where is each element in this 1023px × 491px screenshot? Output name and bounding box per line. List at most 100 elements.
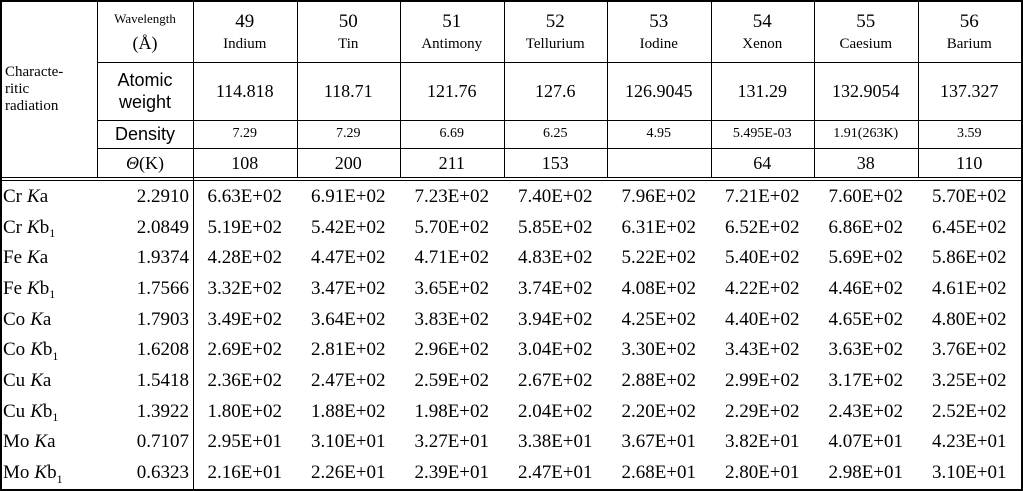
value: 4.80E+02 [918,304,1022,335]
header-line: (Å) [133,34,158,52]
element-name: Tellurium [525,36,585,52]
header-line: 50 [339,12,358,31]
value: 4.40E+02 [711,304,815,335]
atomic-weight: 126.9045 [607,62,711,120]
value: 3.38E+01 [504,427,608,458]
cell-text: 5.495E-03 [732,126,792,141]
cell-text: 2.20E+02 [621,400,697,422]
value: 4.71E+02 [400,242,504,273]
cell-text: 1.6208 [136,339,189,361]
cell-text: 3.83E+02 [414,308,490,330]
value: 2.47E+01 [504,457,608,488]
cell-text: 7.29 [336,126,361,141]
cell-text: 3.59 [957,126,982,141]
header-line: Atomic [117,71,172,89]
subscript: 1 [52,410,59,425]
header-text: (K) [139,152,164,173]
line: b [39,277,50,299]
cell-text: 3.94E+02 [517,308,593,330]
cell-text: 3.47E+02 [310,277,386,299]
cell-text: 2.81E+02 [310,339,386,361]
shell: K [34,462,48,484]
header-text: Wavelength [114,11,176,26]
value: 2.69E+02 [193,335,297,366]
atomic-number: 53 [649,11,669,32]
value: 7.96E+02 [607,181,711,212]
cell-text: 3.04E+02 [517,339,593,361]
element-header: 49 Indium [193,2,297,62]
element-name: Xenon [742,36,783,52]
value: 2.99E+02 [711,365,815,396]
density: 3.59 [918,120,1022,148]
rule [1021,0,1023,491]
line: b [42,339,53,361]
cell-text: 2.29E+02 [724,400,800,422]
cell-text: 3.38E+01 [517,431,593,453]
rule [0,180,1023,181]
header-line: radiation [5,98,58,115]
cell-text: 3.32E+02 [207,277,283,299]
atomic-number: 52 [545,11,565,32]
cell-text: 4.71E+02 [414,247,490,269]
header-text: Θ [126,152,139,173]
cell-text: 2.80E+01 [724,462,800,484]
wavelength: 2.0849 [97,212,189,243]
element-header: 53 Iodine [607,2,711,62]
value: 2.68E+01 [607,457,711,488]
cell-text: 3.25E+02 [931,370,1007,392]
cell-text: 2.69E+02 [207,339,283,361]
atomic-number: 56 [959,11,979,32]
value: 3.17E+02 [814,365,918,396]
density: 6.25 [504,120,608,148]
rule [503,0,505,177]
cell-text: 6.91E+02 [310,185,386,207]
shell: K [30,308,43,330]
element-header: 50 Tin [297,2,401,62]
header-line: 51 [442,12,461,31]
rule [814,0,815,177]
atomic-number: 49 [235,11,255,32]
header-line: weight [119,93,171,111]
value: 3.82E+01 [711,427,815,458]
value: 3.25E+02 [918,365,1022,396]
subscript: 1 [49,226,56,241]
value: 4.65E+02 [814,304,918,335]
wavelength: 1.7903 [97,304,189,335]
cell-text: 0.7107 [136,431,189,453]
element-name: Tin [338,36,359,52]
value: 7.60E+02 [814,181,918,212]
cell-text: 153 [541,152,569,173]
rule [0,0,1023,2]
value: 4.61E+02 [918,273,1022,304]
value: 3.43E+02 [711,335,815,366]
cell-text: 1.3922 [136,400,189,422]
value: 6.31E+02 [607,212,711,243]
header-line: ritic [5,81,29,98]
element-header: 51 Antimony [400,2,504,62]
cell-text: 3.10E+01 [931,462,1007,484]
value: 2.39E+01 [400,457,504,488]
cell-text: 6.63E+02 [207,185,283,207]
header-line: 55 [856,12,875,31]
cell-text: 2.96E+02 [414,339,490,361]
wavelength: 1.9374 [97,242,189,273]
cell-text: 3.67E+01 [621,431,697,453]
rule [0,0,2,491]
value: 3.32E+02 [193,273,297,304]
cell-text: 2.95E+01 [207,431,283,453]
cell-text: 3.10E+01 [310,431,386,453]
line: a [47,431,56,453]
cell-text: 2.36E+02 [207,370,283,392]
value: 3.04E+02 [504,335,608,366]
value: 3.47E+02 [297,273,401,304]
header-line: 49 [235,12,254,31]
header-text: radiation [5,98,59,115]
cell-text: 2.04E+02 [517,400,593,422]
radiation-header: Characte-ritic radiation [2,2,97,177]
cell-text: 7.40E+02 [517,185,593,207]
line: b [39,216,50,238]
